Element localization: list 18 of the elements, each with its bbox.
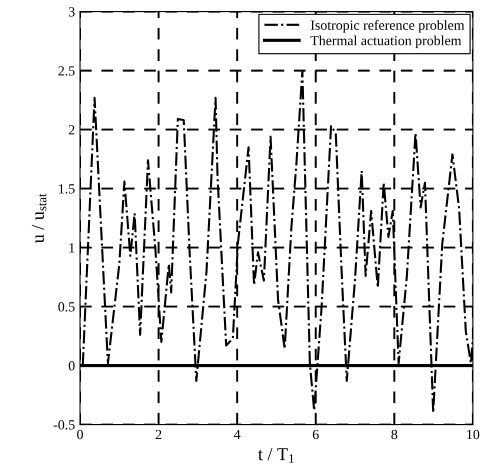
x-tick-label: 8: [391, 430, 398, 440]
x-tick-label: 2: [156, 430, 162, 440]
x-tick-label: 4: [234, 430, 240, 440]
y-tick-label: -0.5: [54, 420, 75, 430]
x-tick-label: 6: [312, 430, 319, 440]
y-tick-label: 2.5: [58, 66, 75, 76]
y-tick-label: 2: [68, 125, 74, 134]
y-tick-label: 0.5: [58, 302, 75, 312]
x-tick-label: 10: [467, 430, 480, 440]
legend-label: Thermal actuation problem: [310, 36, 462, 48]
y-tick-label: 3: [68, 7, 75, 17]
x-axis-title: t / T$_{1}$: [258, 448, 294, 463]
y-tick-label: 1: [69, 243, 74, 252]
y-tick-label: 0: [68, 361, 75, 371]
y-tick-label: 1.5: [59, 184, 75, 194]
x-tick-label: 0: [77, 430, 83, 440]
legend-label: Isotropic reference problem: [310, 20, 464, 33]
y-axis-title: u / u$_{stat}$: [32, 194, 46, 244]
